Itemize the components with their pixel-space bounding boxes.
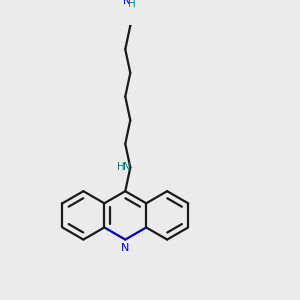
Text: N: N <box>123 0 130 6</box>
Text: H: H <box>117 162 124 172</box>
Text: N: N <box>121 243 130 253</box>
Text: H: H <box>128 0 136 9</box>
Text: N: N <box>123 162 130 172</box>
